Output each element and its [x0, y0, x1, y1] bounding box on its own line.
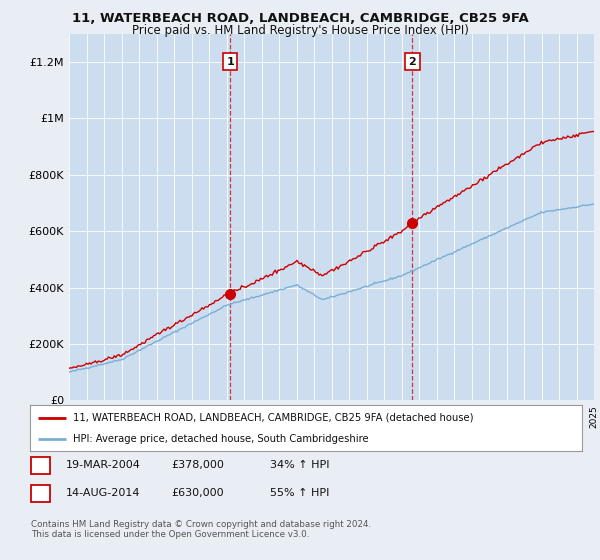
- Text: 34% ↑ HPI: 34% ↑ HPI: [270, 460, 329, 470]
- Text: 55% ↑ HPI: 55% ↑ HPI: [270, 488, 329, 498]
- Text: 11, WATERBEACH ROAD, LANDBEACH, CAMBRIDGE, CB25 9FA (detached house): 11, WATERBEACH ROAD, LANDBEACH, CAMBRIDG…: [73, 413, 473, 423]
- Text: Contains HM Land Registry data © Crown copyright and database right 2024.
This d: Contains HM Land Registry data © Crown c…: [31, 520, 371, 539]
- Text: 1: 1: [226, 57, 234, 67]
- Text: 1: 1: [37, 460, 44, 470]
- Text: £630,000: £630,000: [171, 488, 224, 498]
- Text: £378,000: £378,000: [171, 460, 224, 470]
- Text: 14-AUG-2014: 14-AUG-2014: [66, 488, 140, 498]
- Text: HPI: Average price, detached house, South Cambridgeshire: HPI: Average price, detached house, Sout…: [73, 435, 368, 444]
- Text: 11, WATERBEACH ROAD, LANDBEACH, CAMBRIDGE, CB25 9FA: 11, WATERBEACH ROAD, LANDBEACH, CAMBRIDG…: [71, 12, 529, 25]
- Text: Price paid vs. HM Land Registry's House Price Index (HPI): Price paid vs. HM Land Registry's House …: [131, 24, 469, 37]
- Text: 2: 2: [37, 488, 44, 498]
- Text: 19-MAR-2004: 19-MAR-2004: [66, 460, 141, 470]
- Text: 2: 2: [409, 57, 416, 67]
